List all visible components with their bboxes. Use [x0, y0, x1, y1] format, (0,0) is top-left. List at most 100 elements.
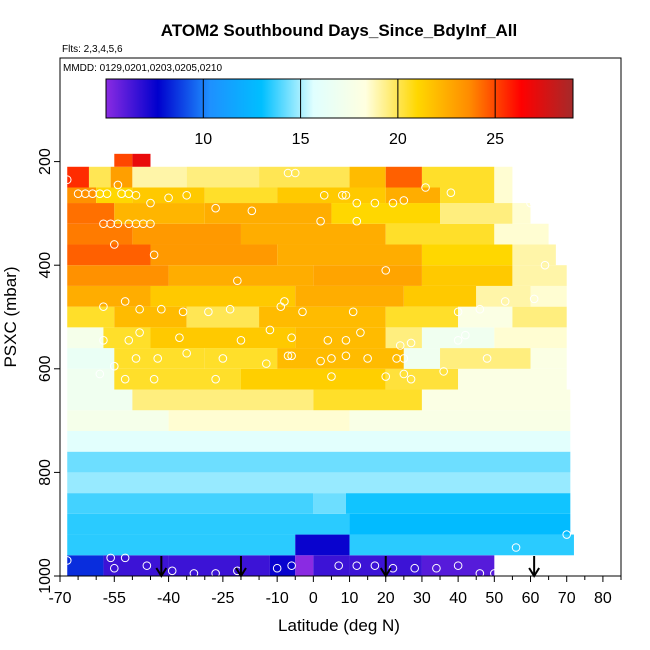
obs-point — [406, 374, 416, 384]
obs-point — [370, 198, 380, 208]
heatmap-cell — [295, 555, 314, 576]
heatmap-cell — [295, 285, 404, 307]
heatmap-cell — [114, 306, 187, 328]
heatmap-cell — [259, 306, 386, 328]
heatmap-cell — [295, 534, 350, 556]
heatmap-cell — [313, 389, 422, 411]
y-tick-label: 400 — [37, 252, 54, 279]
heatmap-cell — [421, 244, 513, 266]
heatmap-cell — [349, 513, 571, 535]
heatmap-cell — [331, 203, 441, 224]
dates-label: MMDD: 0129,0201,0203,0205,0210 — [63, 63, 222, 74]
x-tick-label: 10 — [341, 590, 359, 607]
x-tick-label: 20 — [377, 590, 395, 607]
heatmap-cell — [458, 368, 567, 390]
heatmap-cell — [440, 203, 513, 224]
observation-points — [62, 168, 572, 578]
obs-point — [211, 203, 220, 213]
heatmap-cell — [114, 368, 241, 390]
heatmap-cell — [512, 306, 567, 328]
heatmap-cell — [421, 389, 571, 411]
obs-point — [290, 168, 300, 178]
obs-point — [388, 563, 398, 573]
obs-point — [432, 563, 441, 573]
heatmap-cell — [494, 187, 513, 204]
heatmap-cell — [132, 166, 187, 188]
heatmap-cell — [132, 223, 241, 245]
colorbar-gradient — [105, 78, 574, 119]
heatmap-cell — [269, 555, 296, 576]
heatmap-cell — [67, 368, 115, 390]
heatmap-cell — [67, 472, 571, 494]
heatmap-cell — [440, 187, 495, 204]
obs-point — [453, 307, 463, 317]
obs-point — [439, 367, 448, 376]
heatmap-cell — [96, 187, 133, 204]
heatmap-cell — [110, 166, 133, 188]
heatmap-cell — [67, 555, 104, 576]
x-tick-label: 40 — [449, 590, 467, 607]
heatmap-cell — [385, 368, 459, 390]
obs-point — [461, 330, 470, 340]
colorbar-tick-label: 10 — [194, 131, 212, 148]
x-tick-label: -70 — [48, 590, 71, 607]
obs-point — [175, 333, 184, 343]
heatmap-cell — [512, 203, 531, 224]
obs-point — [225, 304, 235, 314]
obs-point — [511, 543, 521, 552]
obs-point — [135, 328, 144, 337]
heatmap-cell — [458, 306, 513, 328]
obs-point — [363, 354, 372, 363]
obs-point — [323, 336, 333, 345]
obs-point — [131, 190, 141, 200]
obs-point — [475, 569, 485, 578]
heatmap-cell — [67, 327, 104, 349]
heatmap-cell — [67, 493, 314, 514]
obs-point — [381, 372, 391, 381]
chart-title: ATOM2 Southbound Days_Since_BdyInf_All — [161, 21, 517, 40]
y-tick-label: 200 — [37, 148, 54, 175]
obs-point — [298, 307, 307, 317]
obs-point — [113, 219, 123, 229]
heatmap-cell — [259, 166, 350, 188]
heatmap-cell — [240, 368, 386, 390]
obs-point — [341, 190, 351, 200]
heatmap-cell — [313, 493, 346, 514]
obs-point — [348, 307, 358, 317]
y-tick-label: 800 — [37, 459, 54, 486]
heatmap-cell — [168, 265, 314, 286]
obs-point — [526, 198, 535, 208]
heatmap-cell — [349, 534, 574, 556]
heatmap-cell — [494, 223, 549, 245]
heatmap-cell — [240, 223, 386, 245]
heatmap-cell — [114, 203, 205, 224]
heatmap-cell — [345, 493, 571, 514]
obs-point — [421, 183, 430, 192]
colorbar-tick-label: 20 — [389, 131, 407, 148]
obs-point — [120, 297, 130, 306]
heatmap-cell — [67, 389, 133, 411]
obs-point — [109, 240, 119, 249]
heatmap-cell — [88, 166, 111, 188]
heatmap-cell — [421, 555, 495, 576]
obs-point — [529, 198, 539, 208]
obs-point — [453, 336, 463, 345]
heatmap-cell — [67, 348, 115, 369]
flights-label: Flts: 2,3,4,5,6 — [62, 44, 123, 55]
obs-point — [236, 336, 246, 345]
heatmap-cell — [349, 410, 571, 431]
heatmap-cell — [67, 534, 296, 556]
obs-point — [106, 553, 115, 563]
heatmap-cell — [67, 223, 133, 245]
obs-point — [327, 354, 336, 363]
y-axis-label: PSXC (mbar) — [1, 266, 20, 367]
heatmap-cell — [277, 244, 422, 266]
obs-point — [399, 369, 409, 379]
obs-point — [124, 336, 134, 345]
heatmap-cell — [132, 187, 205, 204]
heatmap-cell — [385, 223, 495, 245]
obs-point — [153, 354, 163, 363]
heatmap-cell — [421, 166, 495, 188]
heatmap-cell — [67, 265, 169, 286]
x-tick-label: 70 — [558, 590, 576, 607]
